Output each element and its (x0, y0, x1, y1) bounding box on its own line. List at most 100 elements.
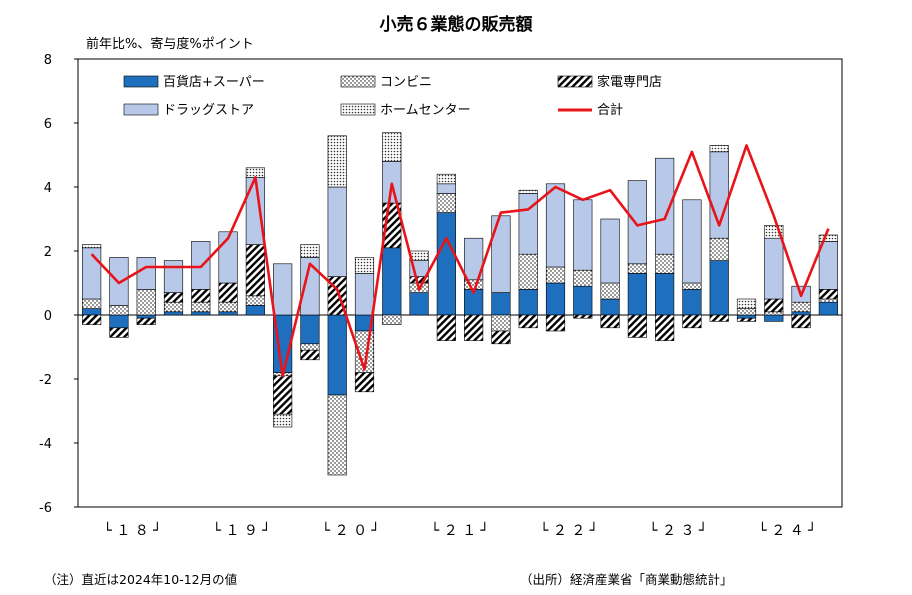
y-tick-label: 0 (44, 309, 52, 324)
bar-drug (245, 177, 265, 245)
y-tick-label: -4 (39, 437, 52, 452)
bar-elec (273, 375, 293, 415)
x-period-label: └ ２ ４ ┘ (758, 522, 816, 539)
bar-dept (109, 314, 129, 329)
bar-conv (191, 301, 211, 313)
bar-drug (436, 183, 456, 194)
legend-swatch-conv (340, 75, 376, 88)
bar-elec (573, 314, 593, 319)
bar-dept (736, 314, 757, 319)
bar-drug (163, 260, 184, 293)
legend-swatch-home (340, 103, 376, 116)
bar-elec (627, 314, 647, 338)
bar-dept (245, 305, 265, 316)
bar-drug (491, 215, 511, 293)
note-text: （注）直近は2024年10-12月の値 (44, 572, 237, 587)
bar-elec (109, 327, 129, 338)
bar-home (273, 413, 293, 428)
bar-dept (382, 247, 402, 316)
legend-swatch-elec (557, 75, 593, 88)
bar-elec (655, 314, 675, 341)
bar-drug (545, 183, 566, 268)
bar-dept (491, 292, 511, 316)
bar-elec (764, 298, 784, 313)
bar-drug (354, 273, 375, 316)
bar-conv (600, 282, 620, 300)
bar-drug (464, 237, 484, 281)
bar-conv (327, 394, 347, 476)
bar-conv (545, 266, 566, 284)
bar-conv (518, 253, 538, 290)
x-period-label: └ ２ １ ┘ (431, 522, 489, 539)
bar-drug (655, 157, 675, 255)
bar-conv (818, 298, 838, 303)
bar-elec (709, 314, 729, 322)
bar-conv (218, 301, 238, 313)
bar-conv (109, 305, 129, 316)
bar-conv (300, 343, 320, 351)
total-line (90, 144, 830, 378)
bar-conv (82, 298, 102, 309)
bar-dept (655, 273, 675, 316)
y-tick-label: -2 (39, 373, 52, 388)
bar-dept (218, 311, 238, 316)
bar-elec (300, 349, 320, 361)
bar-conv (627, 263, 647, 274)
bar-conv (573, 269, 593, 287)
bar-drug (818, 241, 838, 290)
bar-dept (82, 308, 102, 316)
bar-drug (600, 218, 620, 284)
legend-label-dept: 百貨店+スーパー (163, 74, 265, 90)
bar-elec (436, 314, 456, 341)
bar-elec (82, 314, 102, 325)
bar-dept (682, 289, 702, 316)
bar-elec (218, 282, 238, 303)
bar-dept (163, 311, 184, 316)
bar-drug (627, 180, 647, 265)
legend-label-total: 合計 (597, 102, 623, 118)
plot-border (77, 58, 843, 508)
legend-swatch-drug (123, 103, 159, 116)
bar-drug (573, 199, 593, 271)
bar-conv (764, 311, 784, 316)
bar-elec (354, 372, 375, 393)
bar-elec (600, 314, 620, 329)
bar-dept (818, 301, 838, 316)
y-tick-label: 2 (44, 245, 52, 260)
x-period-label: └ １ ８ ┘ (103, 522, 161, 539)
bar-drug (273, 263, 293, 316)
source-text: （出所）経済産業省「商業動態統計」 (520, 572, 733, 587)
bar-dept (436, 212, 456, 316)
bar-home (709, 145, 729, 153)
bar-conv (709, 237, 729, 261)
bar-dept (600, 298, 620, 316)
bar-elec (736, 317, 757, 322)
bar-drug (136, 257, 156, 290)
bar-drug (327, 186, 347, 277)
bar-conv (736, 308, 757, 316)
x-period-label: └ ２ ３ ┘ (649, 522, 707, 539)
legend: 百貨店+スーパー コンビニ 家電専門店 ドラッグストア ホームセンター 合計 (123, 74, 662, 118)
legend-swatch-dept (123, 75, 159, 88)
x-period-label: └ ２ ０ ┘ (322, 522, 380, 539)
y-axis-label: 前年比%、寄与度%ポイント (86, 36, 254, 52)
y-tick-label: 4 (44, 181, 52, 196)
bar-home (300, 244, 320, 258)
bar-elec (682, 314, 702, 329)
y-axis: 8 6 4 2 0 -2 -4 -6 (39, 53, 78, 516)
bar-home (518, 189, 538, 194)
bar-drug (682, 199, 702, 284)
bar-elec (464, 314, 484, 341)
bar-conv (682, 282, 702, 290)
legend-label-conv: コンビニ (380, 75, 432, 90)
bar-dept (627, 273, 647, 316)
bar-drug (382, 161, 402, 204)
bar-stacks (82, 132, 838, 476)
bar-elec (545, 314, 566, 332)
legend-label-home: ホームセンター (380, 103, 471, 118)
bar-home (327, 135, 347, 188)
bar-conv (163, 301, 184, 313)
bar-elec (491, 330, 511, 345)
bar-home (436, 173, 456, 185)
x-axis: └ １ ８ ┘ └ １ ９ ┘ └ ２ ０ ┘ └ ２ １ ┘ └ ２ ２ ┘ └ ２ ３… (103, 522, 816, 539)
